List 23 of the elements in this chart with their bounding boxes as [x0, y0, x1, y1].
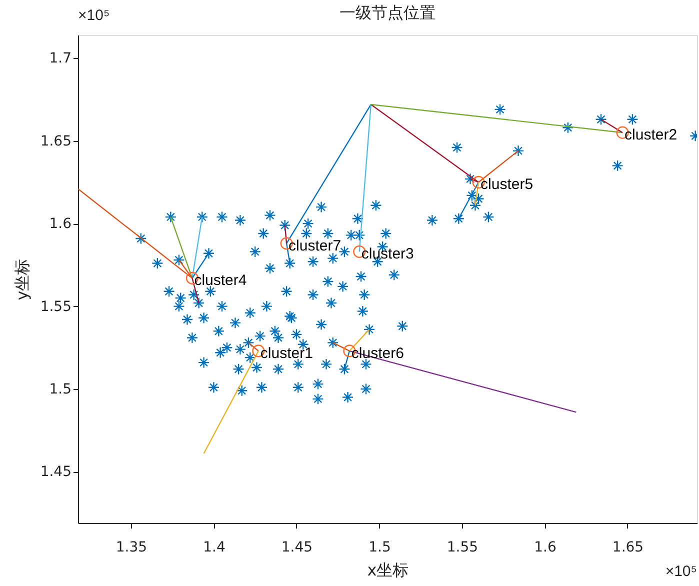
- annotation: cluster7: [288, 237, 342, 254]
- y-tick-label: 1.55: [40, 298, 72, 315]
- y-tick-label: 1.5: [49, 382, 72, 398]
- chart-title: 一级节点位置: [340, 3, 436, 22]
- y-tick-label: 1.7: [49, 50, 72, 67]
- annotation: cluster1: [260, 344, 313, 362]
- x-tick-label: 1.6: [534, 540, 556, 556]
- annotation: cluster5: [480, 176, 534, 194]
- annotation: cluster2: [624, 126, 678, 144]
- y-tick-label: 1.65: [40, 133, 72, 150]
- x-tick-label: 1.5: [368, 540, 391, 556]
- y-axis-title: y坐标: [12, 258, 32, 300]
- x-tick-label: 1.4: [203, 540, 226, 556]
- y-tick-label: 1.45: [40, 464, 72, 480]
- annotation: cluster4: [194, 272, 247, 290]
- text: ×10⁵: [665, 563, 697, 580]
- text: ×10⁵: [78, 7, 110, 24]
- x-tick-label: 1.65: [612, 540, 644, 556]
- y-tick-label: 1.6: [49, 216, 72, 232]
- x-tick-label: 1.35: [116, 540, 148, 556]
- x-axis-title: x坐标: [367, 560, 409, 580]
- x-tick-label: 1.45: [281, 540, 313, 556]
- x-tick-label: 1.55: [446, 540, 478, 556]
